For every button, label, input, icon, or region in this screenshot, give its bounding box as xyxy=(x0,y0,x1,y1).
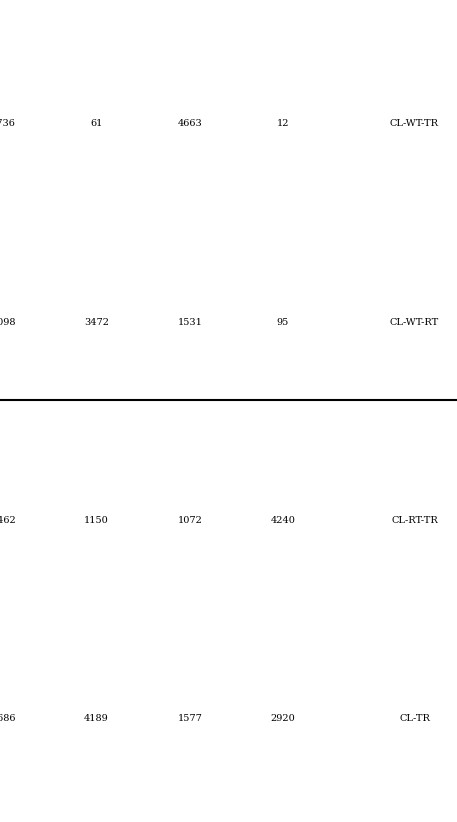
Text: 1531: 1531 xyxy=(177,317,202,326)
Text: 12: 12 xyxy=(276,119,289,128)
Text: 5098: 5098 xyxy=(0,317,16,326)
Text: CL-WT-TR: CL-WT-TR xyxy=(390,119,439,128)
Text: 8686: 8686 xyxy=(0,714,16,723)
Text: 1150: 1150 xyxy=(84,516,109,525)
Text: 6462: 6462 xyxy=(0,516,16,525)
Text: CL-RT-TR: CL-RT-TR xyxy=(391,516,438,525)
Text: 4736: 4736 xyxy=(0,119,16,128)
Text: 4189: 4189 xyxy=(84,714,109,723)
Text: 61: 61 xyxy=(90,119,103,128)
Text: 4663: 4663 xyxy=(178,119,202,128)
Text: 1072: 1072 xyxy=(177,516,202,525)
Text: 3472: 3472 xyxy=(84,317,109,326)
Text: 1577: 1577 xyxy=(177,714,202,723)
Text: 95: 95 xyxy=(276,317,289,326)
Text: CL-TR: CL-TR xyxy=(399,714,430,723)
Text: 2920: 2920 xyxy=(271,714,295,723)
Text: CL-WT-RT: CL-WT-RT xyxy=(390,317,439,326)
Text: 4240: 4240 xyxy=(271,516,295,525)
